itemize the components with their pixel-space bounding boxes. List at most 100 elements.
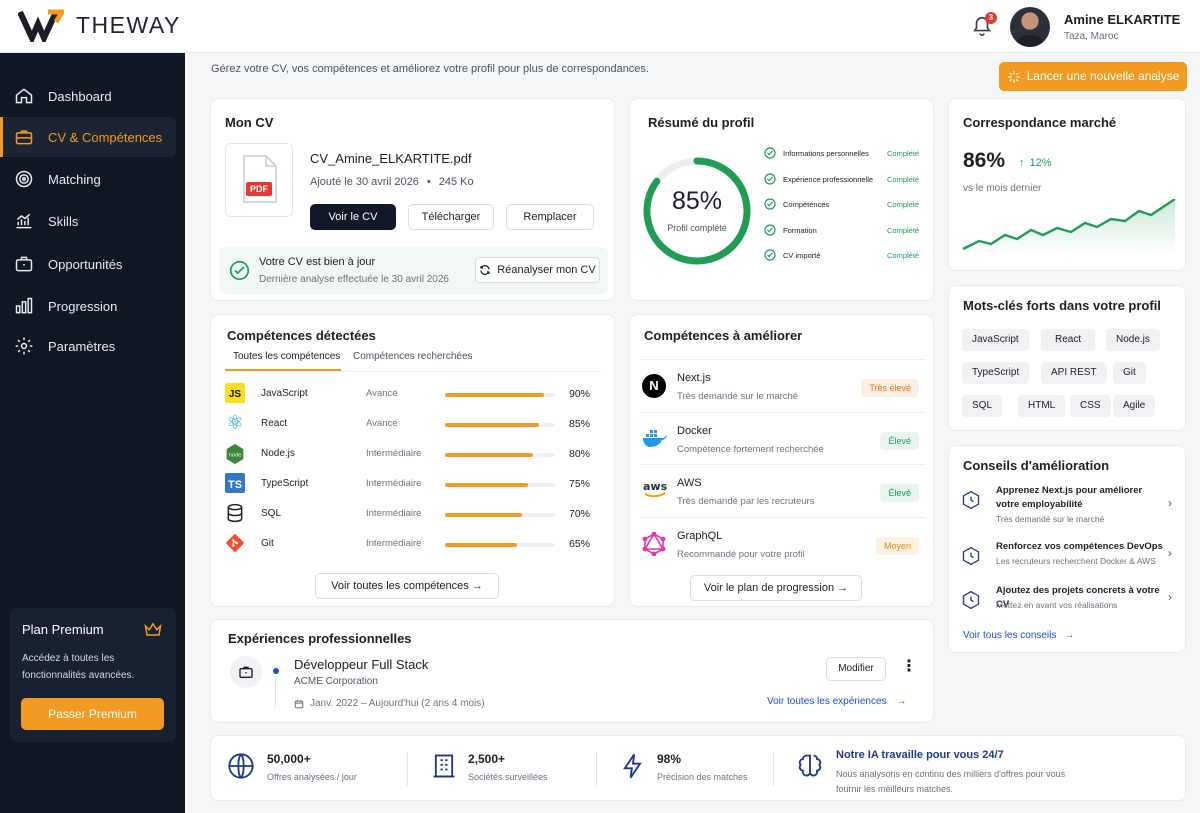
skill-name: SQL <box>261 508 281 519</box>
arrow-up-icon: ↑ <box>1019 157 1025 169</box>
keyword-tag[interactable]: Agile <box>1113 395 1155 417</box>
improve-skill-name: Next.js <box>677 372 711 384</box>
keyword-tag[interactable]: SQL <box>962 395 1002 417</box>
view-all-tips-link[interactable]: Voir tous les conseils → <box>963 630 1074 641</box>
skill-name: Node.js <box>261 448 295 459</box>
premium-card: Plan Premium Accédez à toutes les foncti… <box>10 608 176 742</box>
skill-bar-fill <box>445 393 544 397</box>
arrow-right-icon: → <box>1064 630 1074 641</box>
market-delta: ↑ 12% <box>1019 157 1052 169</box>
target-icon <box>14 169 34 189</box>
docker-icon <box>642 427 668 452</box>
priority-badge: Moyen <box>876 537 919 555</box>
edit-experience-button[interactable]: Modifier <box>826 657 886 681</box>
sidebar-item-matching[interactable]: Matching <box>0 159 176 199</box>
keyword-tag[interactable]: React <box>1041 329 1095 351</box>
sidebar-item-cv[interactable]: CV & Compétences <box>0 117 176 157</box>
skill-level: Intermédiaire <box>366 508 421 519</box>
stat-label: Offres analysées / jour <box>267 772 357 782</box>
experience-company: ACME Corporation <box>294 676 378 687</box>
keyword-tag[interactable]: JavaScript <box>962 329 1029 351</box>
view-all-experiences-link[interactable]: Voir toutes les expériences → <box>767 696 907 707</box>
user-name[interactable]: Amine ELKARTITE <box>1064 12 1180 27</box>
pdf-badge: PDF <box>246 182 272 196</box>
notification-button[interactable]: 3 <box>971 15 993 37</box>
skill-percent: 80% <box>569 448 590 460</box>
tip-item[interactable]: Apprenez Next.js pour améliorer votre em… <box>961 482 1177 526</box>
sidebar-item-label: CV & Compétences <box>48 130 162 145</box>
improve-row[interactable]: Docker Compétence fortement recherchée É… <box>640 412 925 464</box>
checklist-item: Expérience professionnelle Complété <box>764 173 924 199</box>
pdf-thumbnail[interactable]: PDF <box>225 143 293 217</box>
launch-analysis-button[interactable]: Lancer une nouvelle analyse <box>999 62 1187 91</box>
premium-desc-2: fonctionnalités avancées. <box>22 667 164 684</box>
skill-bar-fill <box>445 543 517 547</box>
keyword-tag[interactable]: API REST <box>1041 362 1107 384</box>
download-cv-button[interactable]: Télécharger <box>408 204 494 230</box>
keyword-tag[interactable]: Git <box>1113 362 1146 384</box>
arrow-right-icon: → <box>837 582 848 594</box>
checklist-status: Complété <box>887 175 919 184</box>
stat-divider <box>773 752 774 786</box>
keyword-tag[interactable]: CSS <box>1070 395 1111 417</box>
hexagon-icon <box>961 546 981 566</box>
improve-row[interactable]: aws AWS Très demandé par les recruteurs … <box>640 464 925 516</box>
logo[interactable]: THEWAY <box>18 8 181 42</box>
checklist-label: Formation <box>783 226 817 235</box>
avatar[interactable] <box>1010 7 1050 47</box>
chevron-right-icon: › <box>1168 546 1172 560</box>
market-card: Correspondance marché 86% ↑ 12% vs le moi… <box>948 98 1186 271</box>
priority-badge: Élevé <box>880 484 919 502</box>
skill-percent: 75% <box>569 478 590 490</box>
skill-row[interactable]: ⚛ React Avancé 85% <box>225 411 602 435</box>
skill-row[interactable]: JS JavaScript Avancé 90% <box>225 381 602 405</box>
tip-title-line1: Renforcez vos compétences DevOps <box>996 540 1171 554</box>
svg-text:aws: aws <box>643 480 668 493</box>
improve-row[interactable]: GraphQL Recommandé pour votre profil Moy… <box>640 517 925 569</box>
ai-title: Notre IA travaille pour vous 24/7 <box>836 749 1004 761</box>
sidebar-item-skills[interactable]: Skills <box>0 201 176 241</box>
tab-wanted-skills[interactable]: Compétences recherchées <box>353 351 473 362</box>
skill-row[interactable]: node Node.js Intermédiaire 80% <box>225 441 602 465</box>
cv-card: Mon CV PDF CV_Amine_ELKARTITE.pdf Ajouté… <box>210 98 615 301</box>
sidebar-item-opportunites[interactable]: Opportunités <box>0 244 176 284</box>
javascript-icon: JS <box>225 383 245 403</box>
keyword-tag[interactable]: HTML <box>1018 395 1065 417</box>
view-all-skills-button[interactable]: Voir toutes les compétences → <box>315 573 499 599</box>
skill-row[interactable]: TS TypeScript Intermédiaire 75% <box>225 471 602 495</box>
keyword-tag[interactable]: TypeScript <box>962 362 1029 384</box>
stat-value: 98% <box>657 752 681 766</box>
sidebar-item-parametres[interactable]: Paramètres <box>0 326 176 366</box>
skill-bar-fill <box>445 453 533 457</box>
reanalyze-button[interactable]: Réanalyser mon CV <box>475 257 600 283</box>
skill-bar <box>445 543 555 547</box>
premium-button[interactable]: Passer Premium <box>21 698 164 730</box>
tip-item[interactable]: Renforcez vos compétences DevOps Les rec… <box>961 538 1177 582</box>
tip-item[interactable]: Ajoutez des projets concrets à votre CV … <box>961 582 1177 626</box>
lightning-icon <box>619 752 647 780</box>
skill-name: React <box>261 418 287 429</box>
view-progression-plan-button[interactable]: Voir le plan de progression → <box>690 575 862 601</box>
checklist-item: Compétences Complété <box>764 198 924 224</box>
improve-row[interactable]: N Next.js Très demandé sur le marché Trè… <box>640 359 925 411</box>
skill-row[interactable]: Git Intermédiaire 65% <box>225 531 602 555</box>
tab-all-skills[interactable]: Toutes les compétences <box>233 351 340 362</box>
replace-cv-button[interactable]: Remplacer <box>506 204 594 230</box>
priority-badge: Très élevé <box>861 379 919 397</box>
checklist-item: Formation Complété <box>764 224 924 250</box>
sidebar-item-label: Dashboard <box>48 89 112 104</box>
stat-divider <box>596 752 597 786</box>
view-cv-button[interactable]: Voir le CV <box>310 204 396 230</box>
experience-role[interactable]: Développeur Full Stack <box>294 657 428 672</box>
cv-file-name[interactable]: CV_Amine_ELKARTITE.pdf <box>310 151 472 166</box>
database-icon <box>225 503 245 526</box>
more-options-icon[interactable]: ⋮ <box>901 660 917 674</box>
keyword-tag[interactable]: Node.js <box>1106 329 1160 351</box>
arrow-right-icon: → <box>472 580 483 592</box>
market-value: 86% <box>963 149 1005 173</box>
experience-card: Expériences professionnelles Développeur… <box>210 619 934 723</box>
sidebar-item-progression[interactable]: Progression <box>0 286 176 326</box>
skill-row[interactable]: SQL Intermédiaire 70% <box>225 501 602 525</box>
checklist-status: Complété <box>887 200 919 209</box>
sidebar-item-dashboard[interactable]: Dashboard <box>0 76 176 116</box>
